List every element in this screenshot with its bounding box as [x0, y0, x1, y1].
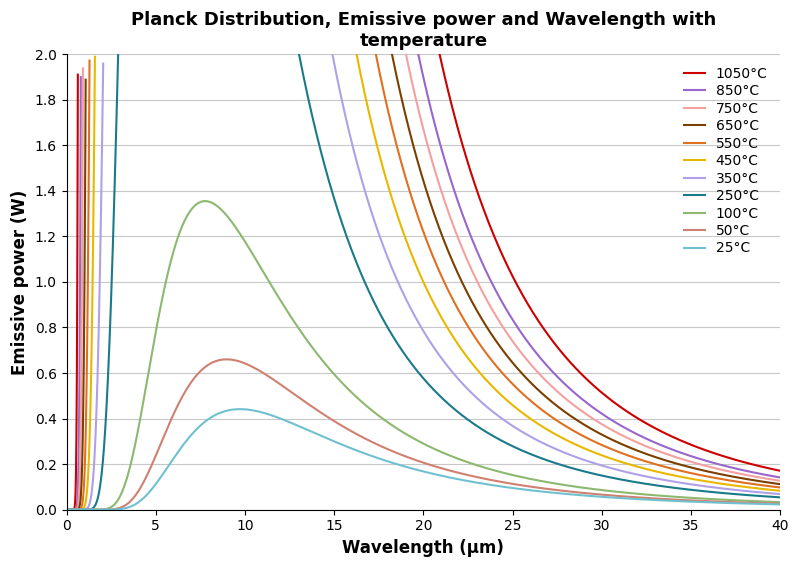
350°C — [594, 461, 604, 468]
650°C — [63, 506, 73, 513]
350°C — [526, 434, 536, 441]
Line: 100°C: 100°C — [68, 201, 780, 509]
25°C — [775, 501, 785, 508]
100°C — [775, 499, 785, 506]
1050°C — [775, 467, 785, 474]
850°C — [649, 438, 658, 445]
1050°C — [526, 307, 536, 314]
350°C — [490, 410, 500, 417]
25°C — [235, 406, 245, 412]
100°C — [490, 467, 500, 474]
650°C — [594, 430, 604, 437]
450°C — [526, 416, 536, 423]
450°C — [775, 487, 785, 494]
850°C — [775, 474, 785, 481]
Line: 50°C: 50°C — [68, 360, 780, 509]
650°C — [526, 380, 536, 387]
Legend: 1050°C, 850°C, 750°C, 650°C, 550°C, 450°C, 350°C, 250°C, 100°C, 50°C, 25°C: 1050°C, 850°C, 750°C, 650°C, 550°C, 450°… — [678, 61, 773, 261]
250°C — [649, 482, 658, 488]
100°C — [193, 200, 202, 207]
250°C — [63, 506, 73, 513]
650°C — [490, 337, 500, 344]
X-axis label: Wavelength (μm): Wavelength (μm) — [342, 539, 504, 557]
250°C — [526, 451, 536, 458]
350°C — [775, 491, 785, 498]
Line: 250°C: 250°C — [68, 55, 780, 509]
1050°C — [594, 387, 604, 394]
1050°C — [63, 506, 73, 513]
Line: 350°C: 350°C — [68, 55, 780, 509]
100°C — [526, 476, 536, 483]
750°C — [490, 311, 500, 318]
250°C — [594, 471, 604, 478]
750°C — [63, 506, 73, 513]
Y-axis label: Emissive power (W): Emissive power (W) — [11, 189, 29, 374]
550°C — [490, 361, 500, 368]
25°C — [526, 487, 536, 494]
Line: 1050°C: 1050°C — [68, 55, 780, 509]
350°C — [336, 90, 346, 97]
25°C — [490, 482, 500, 489]
25°C — [336, 441, 346, 448]
50°C — [336, 421, 346, 428]
100°C — [200, 198, 210, 204]
50°C — [63, 506, 73, 513]
25°C — [649, 496, 658, 503]
650°C — [775, 481, 785, 487]
850°C — [63, 506, 73, 513]
550°C — [649, 460, 658, 467]
25°C — [594, 493, 604, 500]
50°C — [775, 500, 785, 507]
750°C — [775, 478, 785, 485]
100°C — [594, 486, 604, 493]
450°C — [490, 386, 500, 393]
850°C — [594, 409, 604, 416]
50°C — [193, 371, 202, 378]
350°C — [649, 475, 658, 482]
50°C — [222, 356, 231, 363]
650°C — [649, 453, 658, 460]
50°C — [490, 478, 500, 485]
250°C — [490, 434, 500, 441]
350°C — [63, 506, 73, 513]
850°C — [526, 343, 536, 350]
1050°C — [490, 236, 500, 243]
550°C — [526, 398, 536, 405]
250°C — [336, 215, 346, 222]
100°C — [63, 506, 73, 513]
750°C — [526, 362, 536, 369]
750°C — [594, 419, 604, 426]
750°C — [649, 446, 658, 453]
850°C — [490, 286, 500, 293]
1050°C — [649, 424, 658, 431]
250°C — [775, 494, 785, 501]
550°C — [63, 506, 73, 513]
50°C — [649, 495, 658, 502]
50°C — [526, 483, 536, 490]
Line: 850°C: 850°C — [68, 55, 780, 509]
450°C — [649, 467, 658, 474]
450°C — [594, 451, 604, 458]
50°C — [594, 491, 604, 498]
100°C — [336, 378, 346, 385]
450°C — [63, 506, 73, 513]
25°C — [63, 506, 73, 513]
Line: 550°C: 550°C — [68, 55, 780, 509]
550°C — [594, 441, 604, 448]
Line: 650°C: 650°C — [68, 55, 780, 509]
Line: 450°C: 450°C — [68, 55, 780, 509]
550°C — [775, 484, 785, 491]
Line: 25°C: 25°C — [68, 409, 780, 509]
Line: 750°C: 750°C — [68, 55, 780, 509]
100°C — [649, 492, 658, 499]
25°C — [193, 425, 202, 432]
Title: Planck Distribution, Emissive power and Wavelength with
temperature: Planck Distribution, Emissive power and … — [130, 11, 716, 50]
